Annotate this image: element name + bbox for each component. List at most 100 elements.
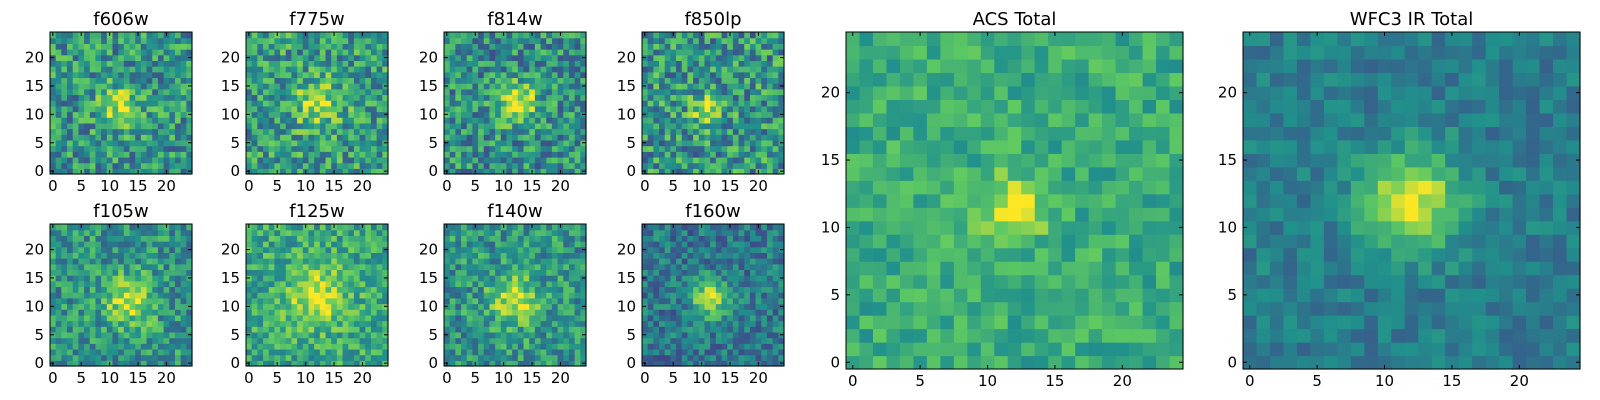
heatmap-cell [268, 252, 275, 259]
heatmap-cell [495, 354, 502, 361]
heatmap-cell [523, 105, 530, 113]
heatmap-cell [169, 269, 176, 276]
heatmap-cell [123, 309, 131, 316]
heatmap-cell [568, 145, 576, 152]
heatmap-cell [546, 280, 553, 288]
heatmap-cell [715, 309, 723, 316]
heatmap-cell [449, 331, 456, 339]
heatmap-cell [118, 162, 125, 169]
heatmap-cell [180, 37, 187, 44]
heatmap-cell [291, 134, 298, 141]
heatmap-cell [529, 54, 536, 61]
heatmap-cell [61, 241, 68, 248]
heatmap-cell [135, 343, 142, 350]
heatmap-cell [169, 343, 176, 350]
heatmap-cell [698, 297, 706, 305]
heatmap-cell [157, 241, 165, 248]
heatmap-cell [61, 32, 68, 39]
heatmap-cell [370, 32, 378, 39]
heatmap-cell [246, 343, 253, 350]
heatmap-cell [135, 71, 142, 79]
heatmap-cell [523, 156, 530, 164]
heatmap-cell [140, 241, 148, 248]
heatmap-cell [568, 241, 576, 248]
heatmap-cell [449, 77, 456, 84]
heatmap-cell [529, 162, 536, 169]
heatmap-cell [67, 314, 74, 322]
heatmap-cell [664, 337, 671, 344]
heatmap-cell [642, 66, 649, 73]
heatmap-cell [72, 162, 79, 169]
heatmap-cell [129, 241, 136, 248]
heatmap-cell [297, 128, 304, 135]
heatmap-cell [78, 71, 85, 79]
heatmap-cell [174, 168, 182, 175]
heatmap-cell [297, 320, 304, 327]
heatmap-cell [297, 280, 304, 288]
heatmap-cell [78, 156, 85, 164]
heatmap-cell [523, 224, 530, 231]
heatmap-cell [551, 360, 559, 367]
heatmap-cell [472, 122, 479, 130]
heatmap-cell [101, 111, 108, 118]
heatmap-cell [744, 49, 751, 56]
heatmap-cell [738, 111, 745, 118]
heatmap-cell [382, 156, 389, 164]
heatmap-cell [382, 229, 389, 236]
heatmap-cell [302, 229, 310, 236]
heatmap-cell [495, 241, 502, 248]
heatmap-cell [291, 156, 298, 164]
heatmap-cell [118, 151, 125, 158]
heatmap-cell [693, 122, 700, 130]
heatmap-cell [461, 343, 468, 350]
heatmap-cell [257, 326, 264, 333]
heatmap-cell [123, 354, 131, 361]
heatmap-cell [761, 66, 768, 73]
heatmap-cell [331, 49, 338, 56]
heatmap-cell [263, 343, 270, 350]
heatmap-cell [551, 343, 559, 350]
heatmap-cell [314, 94, 321, 101]
heatmap-cell [370, 263, 378, 271]
heatmap-cell [444, 66, 451, 73]
heatmap-cell [449, 269, 456, 276]
heatmap-cell [449, 37, 456, 44]
heatmap-cell [529, 77, 536, 84]
heatmap-cell [101, 32, 108, 39]
heatmap-cell [376, 303, 383, 310]
heatmap-cell [84, 43, 91, 50]
heatmap-cell [263, 292, 270, 299]
heatmap-cell [291, 32, 298, 39]
heatmap-cell [140, 54, 148, 61]
heatmap-cell [681, 105, 689, 113]
heatmap-cell [163, 37, 170, 44]
heatmap-cell [331, 252, 338, 259]
heatmap-cell [263, 49, 270, 56]
heatmap-cell [506, 66, 513, 73]
heatmap-cell [163, 117, 170, 124]
heatmap-cell [506, 286, 513, 293]
heatmap-cell [129, 252, 136, 259]
heatmap-cell [302, 117, 310, 124]
heatmap-cell [291, 162, 298, 169]
heatmap-cell [557, 258, 564, 265]
heatmap-cell [744, 354, 751, 361]
heatmap-cell [280, 134, 287, 141]
heatmap-cell [95, 122, 102, 130]
heatmap-cell [715, 145, 723, 152]
heatmap-cell [129, 280, 136, 288]
heatmap-cell [461, 128, 468, 135]
heatmap-cell [670, 354, 677, 361]
heatmap-cell [186, 354, 193, 361]
heatmap-cell [280, 224, 287, 231]
heatmap-cell [331, 292, 338, 299]
heatmap-cell [251, 348, 258, 356]
heatmap-cell [574, 83, 581, 90]
heatmap-cell [186, 292, 193, 299]
heatmap-cell [274, 229, 281, 236]
heatmap-cell [540, 309, 547, 316]
heatmap-cell [67, 151, 74, 158]
heatmap-cell [687, 292, 694, 299]
heatmap-cell [540, 49, 547, 56]
heatmap-cell [319, 54, 327, 61]
